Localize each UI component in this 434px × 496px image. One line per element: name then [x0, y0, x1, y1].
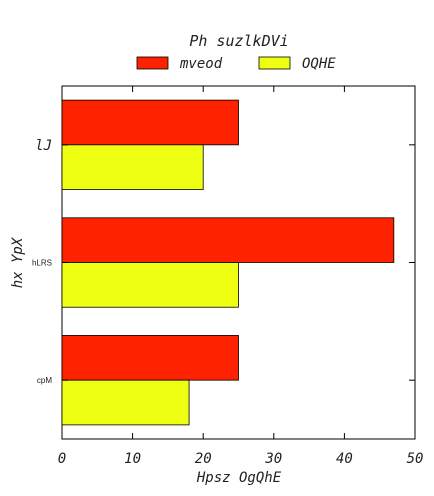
bar-cpM-mveod — [61, 335, 239, 381]
legend-label-OQHE: OQHE — [302, 56, 336, 72]
x-axis-ticks: 0 10 20 30 40 50 — [58, 86, 424, 467]
legend: mveod OQHE — [136, 56, 336, 72]
x-tick-label: 30 — [264, 451, 282, 467]
x-tick-label: 50 — [407, 451, 424, 467]
bars-group — [61, 99, 395, 426]
bar-hLRS-OQHE — [61, 262, 239, 308]
y-axis-ticks: lJ hLRS cpM — [32, 138, 415, 385]
y-tick-label-hLRS: hLRS — [32, 259, 52, 268]
bar-cpM-OQHE — [61, 379, 190, 426]
x-tick-label: 40 — [336, 451, 353, 467]
bar-lJ-OQHE — [61, 144, 204, 190]
bar-lJ-mveod — [61, 99, 239, 146]
x-tick-label: 0 — [58, 451, 66, 467]
y-axis-label: hx YpX — [10, 236, 26, 288]
legend-swatch-mveod — [136, 56, 169, 70]
x-tick-label: 10 — [124, 451, 141, 467]
y-tick-label-lJ: lJ — [35, 138, 52, 154]
bar-hLRS-mveod — [61, 217, 395, 263]
x-tick-label: 20 — [195, 451, 212, 467]
legend-swatch-OQHE — [258, 56, 291, 70]
chart-title: Ph suzlkDVi — [189, 32, 288, 50]
y-tick-label-cpM: cpM — [37, 376, 52, 385]
legend-label-mveod: mveod — [179, 56, 223, 72]
x-axis-label: Hpsz OgQhE — [196, 470, 282, 486]
